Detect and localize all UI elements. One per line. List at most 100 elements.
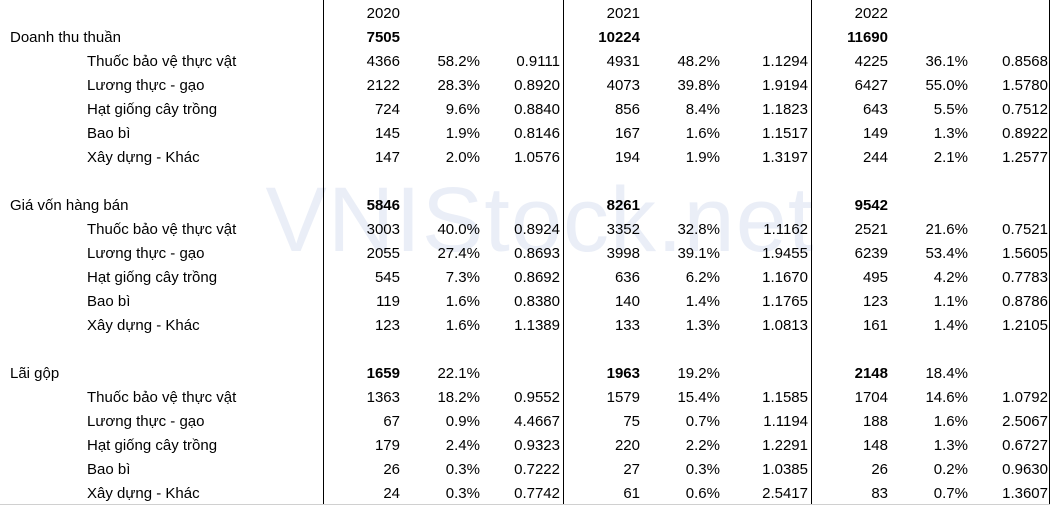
ratio-cell: 0.7783 bbox=[1002, 269, 1048, 286]
value-cell: 3003 bbox=[366, 221, 400, 238]
percent-cell: 2.1% bbox=[933, 149, 968, 166]
ratio-cell: 1.2577 bbox=[1002, 149, 1048, 166]
ratio-cell: 1.5605 bbox=[1002, 245, 1048, 262]
blank-row bbox=[0, 338, 1050, 362]
percent-cell bbox=[898, 26, 968, 50]
value-cell: 133 bbox=[614, 317, 640, 334]
ratio-cell bbox=[490, 362, 560, 386]
ratio-cell: 0.9630 bbox=[1002, 461, 1048, 478]
table-row: Bao bì 145 1.9% 0.8146 167 1.6% 1.1517 149 1.3% 0… bbox=[0, 122, 1050, 146]
percent-cell: 1.9% bbox=[685, 149, 720, 166]
ratio-cell bbox=[978, 170, 1048, 194]
value-cell: 3352 bbox=[606, 221, 640, 238]
value-cell: 75 bbox=[623, 413, 640, 430]
ratio-cell bbox=[978, 26, 1048, 50]
year-label: 2020 bbox=[366, 5, 400, 22]
ratio-cell: 0.9552 bbox=[514, 389, 560, 406]
percent-cell: 55.0% bbox=[925, 77, 968, 94]
value-cell: 1363 bbox=[366, 389, 400, 406]
table-row: Bao bì 26 0.3% 0.7222 27 0.3% 1.0385 26 0.2% 0.96… bbox=[0, 458, 1050, 482]
percent-cell: 0.2% bbox=[933, 461, 968, 478]
percent-cell: 1.6% bbox=[445, 293, 480, 310]
ratio-cell: 1.1585 bbox=[762, 389, 808, 406]
percent-cell: 21.6% bbox=[925, 221, 968, 238]
value-cell: 545 bbox=[374, 269, 400, 286]
table-row: Xây dựng - Khác 147 2.0% 1.0576 194 1.9% 1.319… bbox=[0, 146, 1050, 170]
percent-cell bbox=[650, 170, 720, 194]
percent-cell: 0.9% bbox=[445, 413, 480, 430]
value-cell: 26 bbox=[871, 461, 888, 478]
percent-cell: 48.2% bbox=[677, 53, 720, 70]
value-cell: 147 bbox=[374, 149, 400, 166]
section-header-row: Lãi gộp 1659 22.1% 1963 19.2% 2148 18.4% bbox=[0, 362, 1050, 386]
separator-2021 bbox=[563, 0, 564, 505]
row-label: Lương thực - gạo bbox=[87, 413, 205, 430]
ratio-cell: 0.7512 bbox=[1002, 101, 1048, 118]
percent-cell: 18.4% bbox=[925, 365, 968, 382]
ratio-cell: 0.8786 bbox=[1002, 293, 1048, 310]
value-cell: 495 bbox=[862, 269, 888, 286]
table-row: Thuốc bảo vệ thực vật 4366 58.2% 0.9111 4931… bbox=[0, 50, 1050, 74]
percent-cell: 19.2% bbox=[677, 365, 720, 382]
table-row: Hạt giống cây trồng 724 9.6% 0.8840 856 8.4% 1… bbox=[0, 98, 1050, 122]
percent-cell bbox=[898, 170, 968, 194]
value-cell: 161 bbox=[862, 317, 888, 334]
ratio-cell: 1.1823 bbox=[762, 101, 808, 118]
value-cell: 167 bbox=[614, 125, 640, 142]
value-cell: 2521 bbox=[854, 221, 888, 238]
blank-row bbox=[0, 170, 1050, 194]
ratio-cell: 0.8922 bbox=[1002, 125, 1048, 142]
percent-cell: 2.0% bbox=[445, 149, 480, 166]
value-cell bbox=[818, 170, 888, 194]
percent-cell bbox=[410, 170, 480, 194]
percent-cell: 15.4% bbox=[677, 389, 720, 406]
percent-cell: 2.4% bbox=[445, 437, 480, 454]
ratio-cell: 0.8568 bbox=[1002, 53, 1048, 70]
ratio-cell: 1.1517 bbox=[762, 125, 808, 142]
ratio-cell: 1.9455 bbox=[762, 245, 808, 262]
value-cell: 1579 bbox=[606, 389, 640, 406]
percent-cell: 1.3% bbox=[933, 125, 968, 142]
ratio-cell bbox=[978, 194, 1048, 218]
value-cell: 26 bbox=[383, 461, 400, 478]
ratio-cell bbox=[738, 170, 808, 194]
value-cell: 6239 bbox=[854, 245, 888, 262]
value-cell: 9542 bbox=[854, 197, 888, 214]
ratio-cell: 1.9194 bbox=[762, 77, 808, 94]
row-label: Lương thực - gạo bbox=[87, 245, 205, 262]
percent-cell: 39.8% bbox=[677, 77, 720, 94]
ratio-cell: 0.7222 bbox=[514, 461, 560, 478]
percent-cell: 0.3% bbox=[445, 485, 480, 502]
percent-cell: 1.3% bbox=[933, 437, 968, 454]
value-cell: 856 bbox=[614, 101, 640, 118]
value-cell: 149 bbox=[862, 125, 888, 142]
value-cell bbox=[330, 170, 400, 194]
percent-cell: 0.3% bbox=[685, 461, 720, 478]
value-cell: 123 bbox=[374, 317, 400, 334]
ratio-cell bbox=[490, 170, 560, 194]
ratio-cell: 0.8692 bbox=[514, 269, 560, 286]
value-cell: 2148 bbox=[854, 365, 888, 382]
value-cell: 643 bbox=[862, 101, 888, 118]
value-cell: 724 bbox=[374, 101, 400, 118]
ratio-cell: 1.1194 bbox=[763, 413, 808, 430]
ratio-cell: 1.1765 bbox=[762, 293, 808, 310]
value-cell: 24 bbox=[383, 485, 400, 502]
ratio-cell bbox=[490, 26, 560, 50]
value-cell: 4366 bbox=[366, 53, 400, 70]
row-label: Bao bì bbox=[87, 461, 131, 478]
value-cell: 5846 bbox=[366, 197, 400, 214]
row-label: Lương thực - gạo bbox=[87, 77, 205, 94]
percent-cell: 9.6% bbox=[445, 101, 480, 118]
section-label: Giá vốn hàng bán bbox=[10, 197, 129, 214]
ratio-cell: 1.1670 bbox=[762, 269, 808, 286]
percent-cell: 7.3% bbox=[445, 269, 480, 286]
ratio-cell: 0.7521 bbox=[1002, 221, 1048, 238]
percent-cell: 40.0% bbox=[437, 221, 480, 238]
row-label: Bao bì bbox=[87, 125, 131, 142]
row-label: Hạt giống cây trồng bbox=[87, 437, 218, 454]
ratio-cell: 0.8146 bbox=[514, 125, 560, 142]
row-label: Hạt giống cây trồng bbox=[87, 269, 218, 286]
value-cell bbox=[570, 338, 640, 362]
percent-cell bbox=[650, 26, 720, 50]
